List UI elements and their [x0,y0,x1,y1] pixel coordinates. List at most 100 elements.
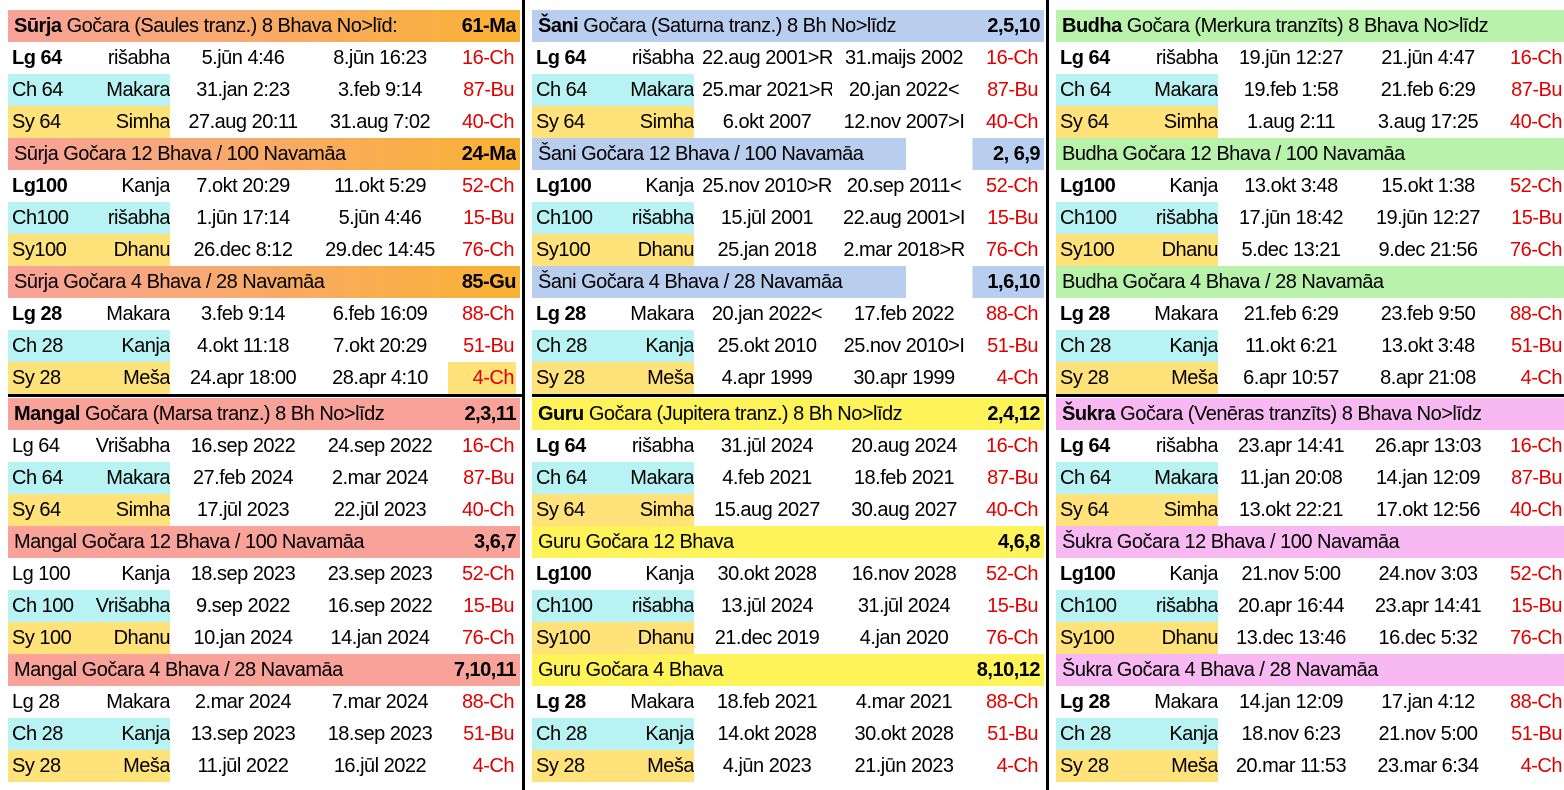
row-label: Lg100 [536,563,592,585]
section-header: Mangal Gočara (Marsa tranz.) 8 Bh No>līd… [8,398,520,430]
start-date: 17.jūl 2023 [196,499,290,521]
row-highlight [532,202,694,234]
header-text: Budha Gočara 12 Bhava / 100 Navamāa [1062,143,1405,165]
sign-name: Makara [630,691,694,713]
header-text: Sūrja Gočara 4 Bhava / 28 Navamāa [14,271,325,293]
sign-name: Kanja [645,175,694,197]
end-date: 9.dec 21:56 [1378,239,1478,261]
start-date: 27.feb 2024 [192,467,294,489]
table-row: Lg 64 rišabha 19.jūn 12:27 21.jūn 4:47 16-Ch [1056,42,1564,74]
end-date: 30.okt 2028 [854,723,954,745]
table-row: Ch 28 Kanja 18.nov 6:23 21.nov 5:00 51-Bu [1056,718,1564,750]
nakshatra-code: 76-Ch [986,239,1038,261]
sign-name: rišabha [107,207,170,229]
start-date: 11.jan 20:08 [1239,467,1343,489]
section-header: Sūrja Gočara 12 Bhava / 100 Navamāa 24-Ma [8,138,520,170]
end-date: 17.jan 4:12 [1381,691,1475,713]
row-highlight [532,750,694,782]
nakshatra-code: 52-Ch [1510,175,1562,197]
row-label: Sy 64 [536,499,585,521]
table-row: Sy 100 Dhanu 10.jan 2024 14.jan 2024 76-Ch [8,622,520,654]
start-date: 19.jūn 12:27 [1238,47,1344,69]
row-highlight [1056,74,1218,106]
header-title: Guru Gočara 4 Bhava [538,654,968,686]
row-highlight [8,74,170,106]
row-highlight [532,330,694,362]
end-date: 31.jūl 2024 [857,595,951,617]
table-row: Ch 100 Vrišabha 9.sep 2022 16.sep 2022 15-Bu [8,590,520,622]
section-header: Guru Gočara 4 Bhava 8,10,12 [532,654,1044,686]
header-background [8,526,520,558]
header-title: Šani Gočara 12 Bhava / 100 Navamāa [538,138,968,170]
end-date: 20.jan 2022< [848,79,960,101]
header-title: Mangal Gočara (Marsa tranz.) 8 Bh No>līd… [14,398,444,430]
row-highlight [532,74,694,106]
header-background [8,398,520,430]
header-background [1056,138,1564,170]
header-background [1056,654,1564,686]
table-row: Ch100 rišabha 13.jūl 2024 31.jūl 2024 15-Bu [532,590,1044,622]
table-row: Ch 64 Makara 25.mar 2021>R 20.jan 2022< 87-B… [532,74,1044,106]
header-text: Mangal Gočara 12 Bhava / 100 Navamāa [14,531,365,553]
nakshatra-code: 52-Ch [462,175,514,197]
nakshatra-code: 87-Bu [1511,467,1562,489]
row-label: Ch 28 [12,723,63,745]
end-date: 30.apr 1999 [853,367,955,389]
nakshatra-code: 40-Ch [1510,111,1562,133]
end-date: 7.mar 2024 [331,691,429,713]
nakshatra-code: 4-Ch [472,367,514,389]
nakshatra-code: 4-Ch [996,755,1038,777]
sign-name: rišabha [107,47,170,69]
sign-name: Meša [1171,755,1218,777]
sign-name: rišabha [631,47,694,69]
table-sukra: Šukra Gočara (Venēras tranzīts) 8 Bhava … [1056,398,1564,782]
header-background [532,526,1044,558]
start-date: 14.jan 12:09 [1238,691,1344,713]
nakshatra-code: 16-Ch [1510,435,1562,457]
row-highlight [532,590,694,622]
row-label: Sy100 [536,239,591,261]
section-divider [532,394,1046,397]
row-label: Ch 64 [12,79,63,101]
end-date: 24.nov 3:03 [1378,563,1478,585]
row-label: Sy100 [1060,627,1115,649]
table-row: Sy100 Dhanu 13.dec 13:46 16.dec 5:32 76-Ch [1056,622,1564,654]
row-label: Lg 64 [536,435,586,457]
end-date: 16.nov 2028 [851,563,957,585]
bhava-numbers [1486,266,1564,298]
row-label: Sy100 [536,627,591,649]
row-label: Sy 28 [1060,367,1109,389]
table-row: Lg 64 rišabha 31.jūl 2024 20.aug 2024 16-Ch [532,430,1044,462]
end-date: 28.apr 4:10 [332,367,428,389]
end-date: 24.sep 2022 [327,435,433,457]
row-label: Lg100 [12,175,68,197]
header-text: Gočara (Jupitera tranz.) 8 Bh No>līdz [583,403,903,425]
header-title: Budha Gočara 4 Bhava / 28 Navamāa [1062,266,1492,298]
header-title: Šukra Gočara 4 Bhava / 28 Navamāa [1062,654,1492,686]
header-title: Šani Gočara 4 Bhava / 28 Navamāa [538,266,968,298]
nakshatra-code: 4-Ch [996,367,1038,389]
sign-name: Makara [1154,79,1218,101]
row-highlight [1056,590,1218,622]
bhava-numbers: 2,5,10 [987,15,1040,37]
table-row: Ch 28 Kanja 11.okt 6:21 13.okt 3:48 51-Bu [1056,330,1564,362]
bhava-numbers: 61-Ma [461,15,516,37]
header-background [532,10,1044,42]
row-label: Lg 28 [536,303,586,325]
table-row: Ch 64 Makara 31.jan 2:23 3.feb 9:14 87-Bu [8,74,520,106]
row-highlight [1056,494,1218,526]
table-row: Sy 28 Meša 11.jūl 2022 16.jūl 2022 4-Ch [8,750,520,782]
table-row: Sy100 Dhanu 25.jan 2018 2.mar 2018>R 76-Ch [532,234,1044,266]
nakshatra-code: 51-Bu [1511,335,1562,357]
end-date: 18.feb 2021 [853,467,955,489]
end-date: 8.apr 21:08 [1380,367,1476,389]
nakshatra-code: 16-Ch [462,435,514,457]
nakshatra-code: 76-Ch [1510,627,1562,649]
start-date: 18.sep 2023 [190,563,296,585]
start-date: 18.nov 6:23 [1241,723,1341,745]
table-row: Sy 64 Simha 17.jūl 2023 22.jūl 2023 40-Ch [8,494,520,526]
sign-name: Dhanu [637,239,694,261]
row-label: Ch100 [12,207,69,229]
table-row: Lg 28 Makara 18.feb 2021 4.mar 2021 88-Ch [532,686,1044,718]
row-highlight [1056,202,1218,234]
